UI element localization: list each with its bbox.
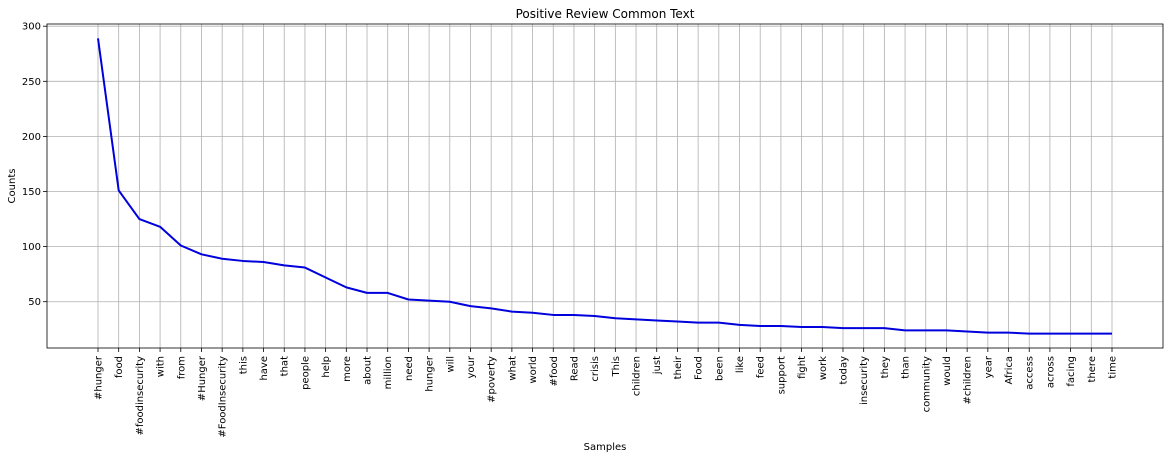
x-tick-label: fight	[797, 356, 808, 379]
y-tick-label: 250	[22, 77, 41, 88]
y-axis-title: Counts	[7, 169, 18, 204]
grid-lines	[47, 24, 1163, 348]
x-tick-label: will	[445, 356, 456, 373]
x-tick-label: #food	[549, 356, 560, 386]
x-tick-label: their	[673, 355, 684, 379]
y-tick-label: 50	[28, 297, 41, 308]
x-axis: #hunger food #foodinsecurity with from #Hunge…	[94, 348, 1119, 438]
y-tick-label: 150	[22, 187, 41, 198]
x-tick-label: more	[342, 356, 353, 382]
x-tick-label: #poverty	[487, 356, 498, 403]
x-tick-label: need	[404, 356, 415, 381]
x-tick-label: work	[818, 356, 829, 380]
x-tick-label: this	[238, 356, 249, 374]
series-line	[97, 38, 1112, 335]
x-tick-label: today	[838, 356, 849, 385]
x-tick-label: like	[735, 356, 746, 373]
plot-area	[46, 23, 1164, 349]
x-tick-label: facing	[1066, 356, 1077, 387]
y-tick-label: 300	[22, 22, 41, 33]
x-tick-label: they	[880, 356, 891, 378]
x-tick-label: there	[1087, 356, 1098, 382]
x-tick-label: support	[776, 356, 787, 394]
x-tick-label: community	[921, 356, 932, 412]
x-tick-label: crisis	[590, 356, 601, 382]
y-axis: 50 100 150 200 250 300	[22, 22, 47, 308]
x-tick-label: have	[259, 356, 270, 381]
x-tick-label: time	[1108, 356, 1119, 379]
x-tick-label: than	[901, 356, 912, 379]
x-tick-label: would	[942, 356, 953, 386]
x-tick-label: access	[1025, 356, 1036, 390]
x-tick-label: that	[280, 356, 291, 376]
x-tick-label: feed	[756, 356, 767, 378]
y-tick-label: 100	[22, 242, 41, 253]
x-tick-label: what	[507, 356, 518, 381]
x-axis-title: Samples	[584, 442, 627, 453]
x-tick-label: million	[383, 356, 394, 389]
x-tick-label: people	[300, 356, 311, 390]
x-tick-label: #hunger	[94, 355, 105, 400]
x-tick-label: your	[466, 355, 477, 378]
x-tick-label: about	[363, 356, 374, 385]
y-tick-label: 200	[22, 132, 41, 143]
x-tick-label: This	[611, 356, 622, 377]
x-tick-label: #Hunger	[197, 355, 208, 401]
x-tick-label: across	[1045, 356, 1056, 388]
series-layer	[97, 38, 1112, 335]
x-tick-label: insecurity	[859, 356, 870, 405]
x-tick-label: world	[528, 356, 539, 384]
x-tick-label: food	[114, 356, 125, 378]
x-tick-label: been	[714, 356, 725, 381]
x-tick-label: Food	[694, 356, 705, 380]
x-tick-label: #foodinsecurity	[135, 356, 146, 436]
x-tick-label: children	[632, 356, 643, 396]
x-tick-label: year	[983, 355, 994, 378]
x-tick-label: hunger	[425, 355, 436, 392]
x-tick-label: #children	[963, 356, 974, 405]
x-tick-label: Africa	[1004, 356, 1015, 385]
x-tick-label: help	[321, 356, 332, 378]
x-tick-label: with	[156, 356, 167, 377]
chart-title: Positive Review Common Text	[516, 7, 695, 21]
x-tick-label: #FoodInsecurity	[218, 356, 229, 438]
x-tick-label: just	[652, 356, 663, 375]
x-tick-label: Read	[569, 356, 580, 381]
x-tick-label: from	[176, 356, 187, 379]
